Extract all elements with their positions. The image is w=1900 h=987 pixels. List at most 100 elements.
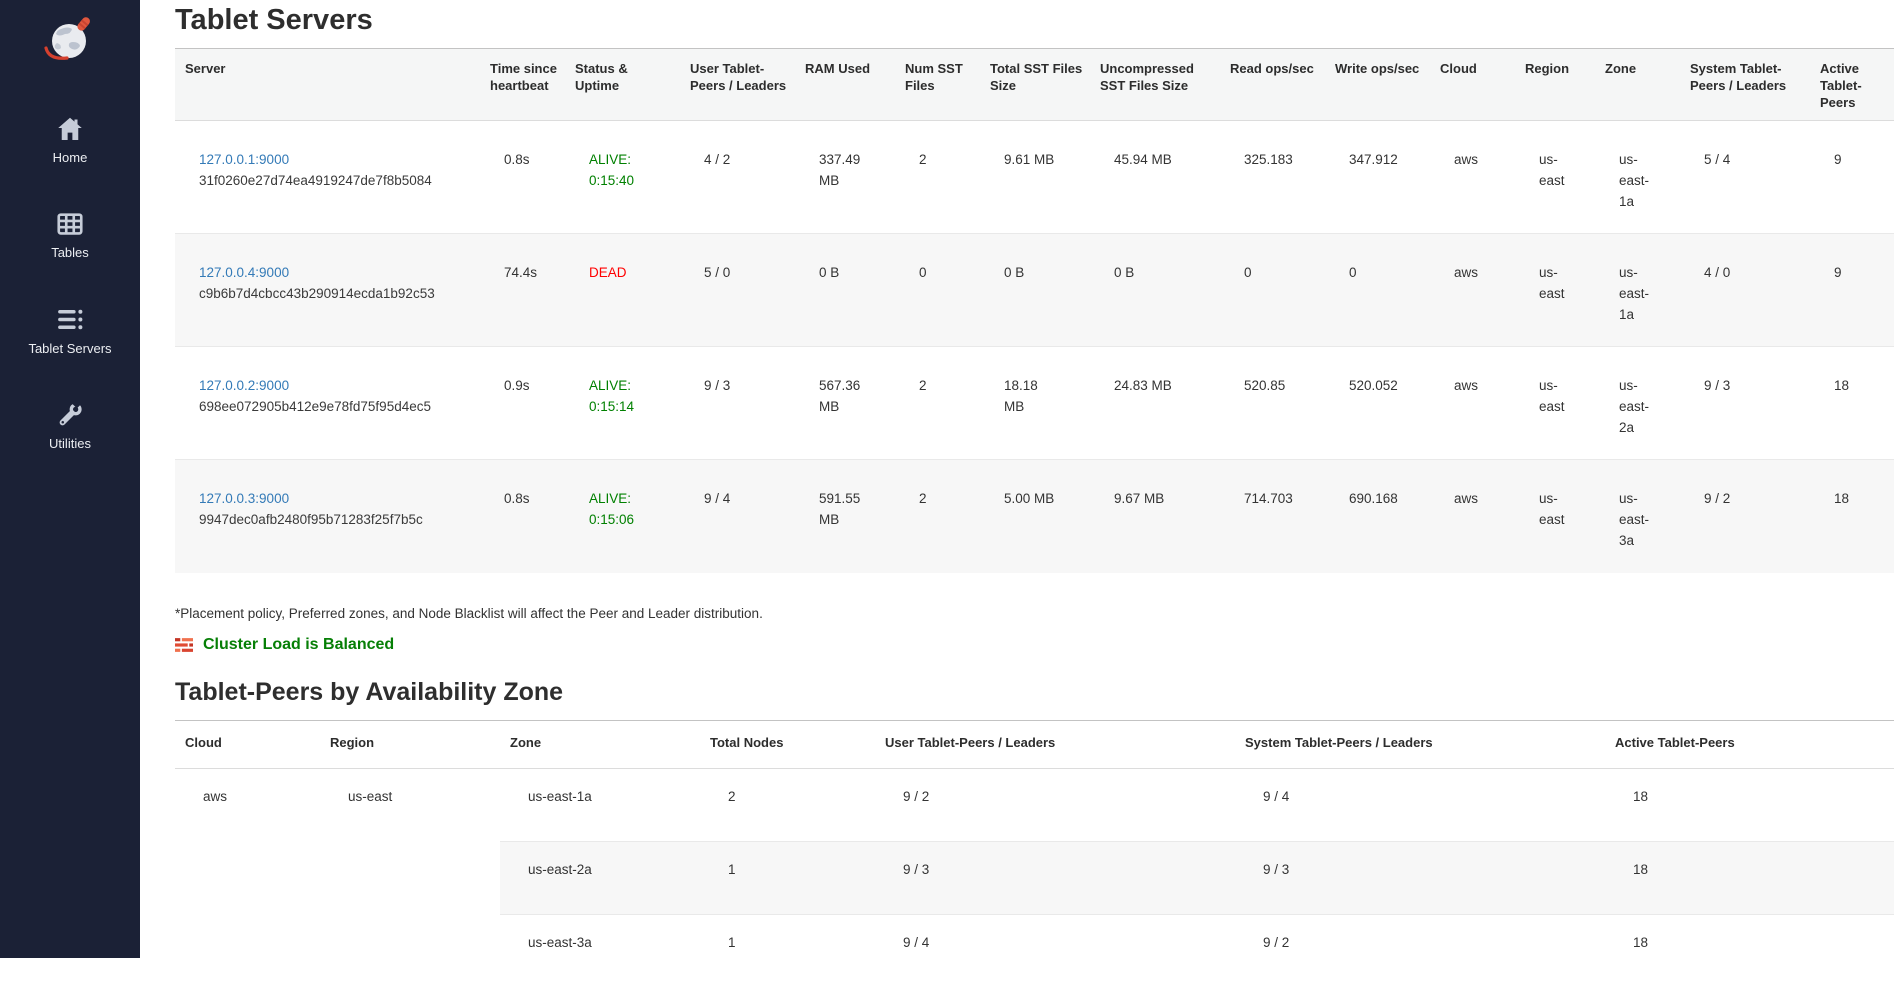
read-ops-cell: 520.85 xyxy=(1220,347,1325,460)
az-cloud-cell: aws xyxy=(175,768,320,987)
placement-footnote: *Placement policy, Preferred zones, and … xyxy=(175,606,1894,621)
main-content: Tablet Servers Server Time since heartbe… xyxy=(140,0,1900,958)
server-row: 127.0.0.3:9000 9947dec0afb2480f95b71283f… xyxy=(175,460,1894,573)
uncompressed-sst-cell: 45.94 MB xyxy=(1090,121,1220,234)
status-label: ALIVE: xyxy=(589,150,650,171)
sidebar-item-tables[interactable]: Tables xyxy=(0,209,140,260)
az-active-peers-cell: 18 xyxy=(1605,914,1894,987)
col-cloud: Cloud xyxy=(1430,49,1515,121)
col-zone: Zone xyxy=(1595,49,1680,121)
home-icon xyxy=(52,114,88,144)
sidebar: Home Tables Tablet Servers xyxy=(0,0,140,958)
active-peers-cell: 18 xyxy=(1810,460,1894,573)
zone-cell: us-east-1a xyxy=(1595,234,1680,347)
system-peers-cell: 5 / 4 xyxy=(1680,121,1810,234)
status-label: ALIVE: xyxy=(589,489,650,510)
status-cell: ALIVE: 0:15:06 xyxy=(565,460,680,573)
read-ops-cell: 325.183 xyxy=(1220,121,1325,234)
zone-cell: us-east-3a xyxy=(1595,460,1680,573)
col-az-region: Region xyxy=(320,720,500,768)
read-ops-cell: 0 xyxy=(1220,234,1325,347)
user-peers-cell: 4 / 2 xyxy=(680,121,795,234)
user-peers-cell: 9 / 3 xyxy=(680,347,795,460)
system-peers-cell: 9 / 3 xyxy=(1680,347,1810,460)
az-total-nodes-cell: 1 xyxy=(700,914,875,987)
az-zone-cell: us-east-2a xyxy=(500,841,700,914)
cluster-load-status: Cluster Load is Balanced xyxy=(175,636,1894,654)
ram-cell: 591.55 MB xyxy=(795,460,895,573)
num-sst-cell: 0 xyxy=(895,234,980,347)
col-az-user-peers: User Tablet-Peers / Leaders xyxy=(875,720,1235,768)
col-write-ops: Write ops/sec xyxy=(1325,49,1430,121)
sidebar-item-label: Tablet Servers xyxy=(28,342,111,356)
az-system-peers-cell: 9 / 4 xyxy=(1235,768,1605,841)
col-region: Region xyxy=(1515,49,1595,121)
cloud-cell: aws xyxy=(1430,347,1515,460)
az-user-peers-cell: 9 / 4 xyxy=(875,914,1235,987)
read-ops-cell: 714.703 xyxy=(1220,460,1325,573)
total-sst-cell: 0 B xyxy=(980,234,1090,347)
write-ops-cell: 690.168 xyxy=(1325,460,1430,573)
col-active-peers: Active Tablet-Peers xyxy=(1810,49,1894,121)
server-address-link[interactable]: 127.0.0.2:9000 xyxy=(199,378,289,393)
col-az-cloud: Cloud xyxy=(175,720,320,768)
sidebar-item-home[interactable]: Home xyxy=(0,114,140,165)
col-az-system-peers: System Tablet-Peers / Leaders xyxy=(1235,720,1605,768)
server-cell: 127.0.0.1:9000 31f0260e27d74ea4919247de7… xyxy=(175,121,480,234)
yugabytedb-logo-icon[interactable] xyxy=(39,12,101,68)
heartbeat-cell: 74.4s xyxy=(480,234,565,347)
sidebar-nav: Home Tables Tablet Servers xyxy=(0,114,140,451)
col-heartbeat: Time since heartbeat xyxy=(480,49,565,121)
server-row: 127.0.0.2:9000 698ee072905b412e9e78fd75f… xyxy=(175,347,1894,460)
col-user-peers: User Tablet-Peers / Leaders xyxy=(680,49,795,121)
server-cell: 127.0.0.3:9000 9947dec0afb2480f95b71283f… xyxy=(175,460,480,573)
az-total-nodes-cell: 1 xyxy=(700,841,875,914)
region-cell: us-east xyxy=(1515,347,1595,460)
system-peers-cell: 4 / 0 xyxy=(1680,234,1810,347)
user-peers-cell: 9 / 4 xyxy=(680,460,795,573)
uncompressed-sst-cell: 24.83 MB xyxy=(1090,347,1220,460)
ram-cell: 337.49 MB xyxy=(795,121,895,234)
num-sst-cell: 2 xyxy=(895,121,980,234)
status-cell: DEAD xyxy=(565,234,680,347)
write-ops-cell: 520.052 xyxy=(1325,347,1430,460)
tablet-servers-table: Server Time since heartbeat Status & Upt… xyxy=(175,48,1894,573)
status-label: ALIVE: xyxy=(589,376,650,397)
az-system-peers-cell: 9 / 2 xyxy=(1235,914,1605,987)
heartbeat-cell: 0.8s xyxy=(480,121,565,234)
tablet-servers-icon xyxy=(52,305,88,335)
cluster-load-status-text: Cluster Load is Balanced xyxy=(203,636,394,654)
server-address-link[interactable]: 127.0.0.1:9000 xyxy=(199,152,289,167)
cloud-cell: aws xyxy=(1430,121,1515,234)
az-total-nodes-cell: 2 xyxy=(700,768,875,841)
status-label: DEAD xyxy=(589,263,650,284)
heartbeat-cell: 0.8s xyxy=(480,460,565,573)
sidebar-item-tablet-servers[interactable]: Tablet Servers xyxy=(0,305,140,356)
az-user-peers-cell: 9 / 3 xyxy=(875,841,1235,914)
az-active-peers-cell: 18 xyxy=(1605,768,1894,841)
col-total-sst: Total SST Files Size xyxy=(980,49,1090,121)
az-table: Cloud Region Zone Total Nodes User Table… xyxy=(175,720,1894,987)
server-row: 127.0.0.1:9000 31f0260e27d74ea4919247de7… xyxy=(175,121,1894,234)
region-cell: us-east xyxy=(1515,460,1595,573)
cloud-cell: aws xyxy=(1430,460,1515,573)
balance-icon xyxy=(175,638,193,652)
az-active-peers-cell: 18 xyxy=(1605,841,1894,914)
col-num-sst: Num SST Files xyxy=(895,49,980,121)
server-uuid: 9947dec0afb2480f95b71283f25f7b5c xyxy=(199,510,450,531)
ram-cell: 0 B xyxy=(795,234,895,347)
server-address-link[interactable]: 127.0.0.4:9000 xyxy=(199,265,289,280)
uncompressed-sst-cell: 0 B xyxy=(1090,234,1220,347)
num-sst-cell: 2 xyxy=(895,347,980,460)
col-az-active-peers: Active Tablet-Peers xyxy=(1605,720,1894,768)
ram-cell: 567.36 MB xyxy=(795,347,895,460)
az-section-title: Tablet-Peers by Availability Zone xyxy=(175,678,1894,707)
az-user-peers-cell: 9 / 2 xyxy=(875,768,1235,841)
server-address-link[interactable]: 127.0.0.3:9000 xyxy=(199,491,289,506)
server-uuid: 31f0260e27d74ea4919247de7f8b5084 xyxy=(199,171,450,192)
col-uncompressed-sst: Uncompressed SST Files Size xyxy=(1090,49,1220,121)
heartbeat-cell: 0.9s xyxy=(480,347,565,460)
sidebar-item-utilities[interactable]: Utilities xyxy=(0,400,140,451)
num-sst-cell: 2 xyxy=(895,460,980,573)
az-header-row: Cloud Region Zone Total Nodes User Table… xyxy=(175,720,1894,768)
